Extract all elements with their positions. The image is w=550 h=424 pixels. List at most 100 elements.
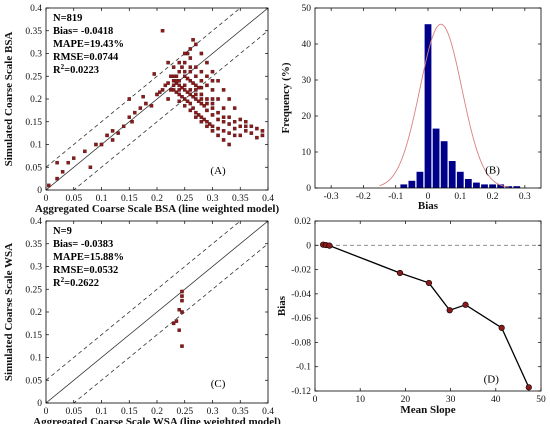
series-point: [525, 384, 532, 391]
scatter-point: [221, 129, 226, 133]
scatter-point: [152, 72, 156, 76]
scatter-point: [133, 110, 137, 115]
scatter-point: [199, 97, 204, 101]
scatter-point: [94, 142, 98, 147]
scatter-point: [194, 88, 198, 92]
x-tick-label: 0.3: [207, 407, 219, 417]
scatter-point: [227, 122, 231, 126]
scatter-point: [185, 99, 190, 104]
x-tick-label: 0.2: [151, 407, 163, 417]
stat-line: MAPE=15.88%: [53, 252, 124, 263]
histogram-bar: [448, 161, 456, 188]
histogram-bar: [400, 184, 408, 188]
scatter-point: [216, 97, 220, 101]
scatter-point: [188, 101, 193, 106]
stat-r-label: R: [53, 65, 61, 76]
x-tick-label: -0.1: [388, 192, 403, 202]
y-tick-label: 50: [302, 4, 312, 14]
scatter-point: [191, 38, 195, 42]
stat-r-sup: 2: [61, 276, 65, 284]
scatter-point: [196, 99, 201, 104]
scatter-point: [166, 60, 170, 65]
one-to-one-line: [46, 8, 268, 190]
scatter-point: [182, 88, 187, 92]
scatter-point: [194, 74, 198, 79]
stat-r-sup: 2: [61, 63, 65, 71]
y-tick-label: -0.02: [291, 266, 311, 276]
scatter-point: [155, 92, 159, 97]
scatter-point: [171, 88, 176, 92]
scatter-point: [177, 88, 181, 92]
scatter-point: [216, 110, 220, 115]
y-tick-label: 0.2: [30, 95, 42, 105]
scatter-point: [180, 294, 184, 298]
normal-fit-curve: [379, 23, 509, 188]
x-tick-label: 0.25: [176, 407, 193, 417]
scatter-point: [83, 149, 87, 154]
scatter-point: [205, 83, 209, 88]
stat-r-value: =0.2622: [64, 278, 99, 289]
scatter-point: [244, 124, 248, 129]
scatter-point: [244, 129, 248, 133]
histogram-bar: [424, 24, 432, 189]
scatter-point: [216, 117, 220, 122]
scatter-point: [188, 79, 193, 83]
scatter-point: [202, 104, 206, 108]
y-tick-label: -0.06: [291, 314, 311, 324]
y-tick-label: 0.3: [30, 263, 42, 273]
y-tick-label: 10: [302, 148, 312, 158]
scatter-point: [244, 120, 248, 124]
series-line: [323, 244, 530, 388]
scatter-point: [171, 65, 176, 69]
scatter-point: [196, 85, 201, 90]
histogram-bar: [416, 171, 424, 188]
scatter-point: [227, 115, 231, 119]
scatter-point: [180, 298, 184, 303]
scatter-point: [160, 28, 165, 33]
scatter-point: [205, 101, 209, 106]
series-point: [326, 242, 333, 249]
scatter-point: [232, 133, 237, 138]
y-tick-label: 0.1: [30, 354, 42, 364]
scatter-point: [188, 92, 193, 97]
scatter-point: [127, 97, 132, 101]
y-tick-label: -0.1: [296, 363, 311, 373]
stat-r-value: =0.0223: [64, 65, 99, 76]
scatter-point: [232, 120, 237, 124]
y-tick-label: 0.35: [25, 27, 42, 37]
scatter-point: [249, 131, 254, 135]
histogram-bar: [440, 141, 448, 188]
scatter-point: [205, 97, 209, 101]
scatter-point: [55, 160, 59, 165]
scatter-point: [188, 69, 193, 74]
panel-label: (C): [211, 378, 226, 390]
scatter-point: [171, 321, 176, 326]
scatter-point: [177, 328, 181, 332]
y-tick-label: 0.05: [25, 163, 42, 173]
scatter-point: [160, 88, 165, 92]
scatter-point: [216, 79, 220, 83]
x-tick-label: 0: [426, 192, 431, 202]
scatter-point: [47, 183, 51, 188]
panel-b-bias-histogram: -0.3 -0.2 -0.1 0 0.1 0.2 0.3 0 10 20 30 40 50 Bias Fre…: [280, 4, 542, 212]
scatter-point: [177, 92, 181, 97]
y-tick-label: -0.12: [291, 387, 311, 397]
scatter-point: [191, 81, 195, 85]
y-tick-label: 0.02: [294, 217, 311, 227]
scatter-point: [205, 74, 209, 79]
x-tick-label: 0.1: [96, 407, 108, 417]
panel-label: (A): [210, 165, 226, 177]
scatter-point: [199, 69, 204, 74]
scatter-point: [166, 81, 170, 85]
stat-line: Bias= -0.0383: [53, 239, 113, 250]
y-axis-label: Simulated Coarse Scale WSA: [3, 243, 15, 381]
scatter-point: [232, 106, 237, 110]
scatter-point: [249, 124, 254, 129]
scatter-point: [185, 90, 190, 94]
x-tick-label: 0.25: [176, 194, 193, 204]
dashed-bound-line: [46, 8, 241, 168]
dashed-bound-line: [73, 243, 268, 403]
x-tick-label: 0: [313, 395, 318, 405]
plot-frame: [314, 220, 542, 392]
scatter-point: [177, 307, 181, 312]
